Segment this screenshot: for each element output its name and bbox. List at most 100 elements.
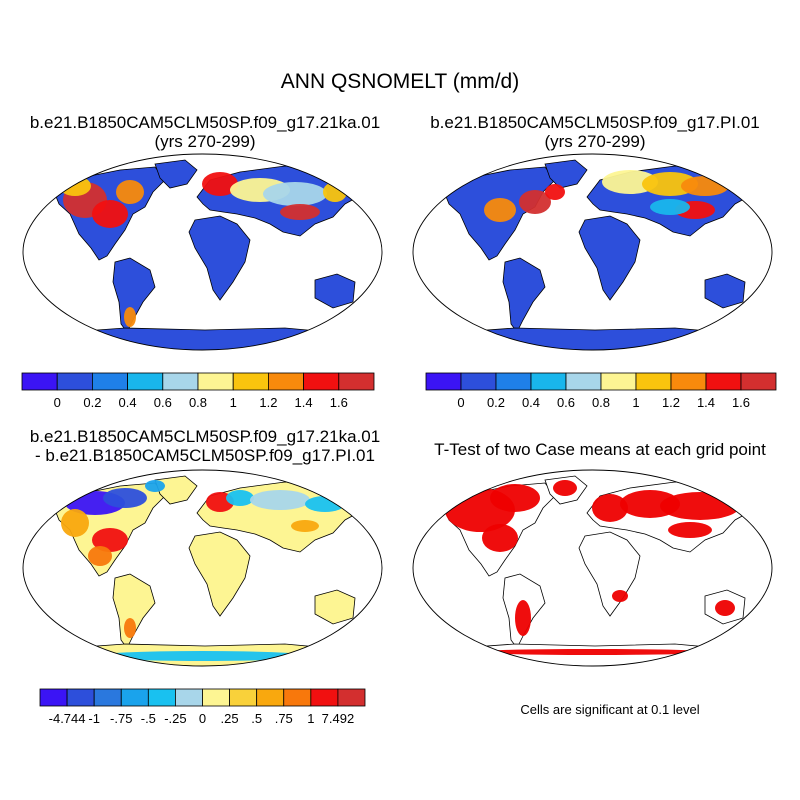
panel-title-ttest: T-Test of two Case means at each grid po…: [400, 440, 800, 459]
colorbar-case1-swatch-5: [162, 372, 199, 391]
case1-melt-region-2: [92, 200, 128, 228]
diff-melt-region-2: [103, 488, 147, 508]
ttest-melt-region-2: [490, 484, 540, 512]
map-case1: [22, 153, 383, 351]
colorbar-diff-label-1: -4.744: [49, 711, 86, 726]
colorbar-case2: 0 0.2 0.4 0.6 0.8 1 1.2 1.4 1.6: [425, 372, 777, 410]
case1-land-antarctica: [68, 327, 342, 350]
colorbar-diff-swatch-7: [202, 688, 230, 707]
ttest-melt-region-9: [515, 600, 531, 636]
colorbar-diff-label-6: 0: [199, 711, 206, 726]
colorbar-case2-label-1: 0: [457, 395, 464, 410]
colorbar-case2-swatch-4: [530, 372, 567, 391]
ttest-melt-region-5: [592, 494, 628, 522]
colorbar-diff-swatch-1: [39, 688, 68, 707]
colorbar-case1-swatch-10: [338, 372, 375, 391]
colorbar-diff-swatch-3: [93, 688, 122, 707]
map-diff: [22, 469, 383, 667]
panel-title-ttest-line1: T-Test of two Case means at each grid po…: [434, 440, 766, 459]
ttest-melt-region-3: [482, 524, 518, 552]
panel-title-case2: b.e21.B1850CAM5CLM50SP.f09_g17.PI.01 (yr…: [400, 113, 790, 151]
colorbar-case2-label-8: 1.4: [697, 395, 715, 410]
diff-land-australia: [314, 589, 356, 625]
case2-frame: [412, 153, 773, 351]
colorbar-case1-label-8: 1.4: [295, 395, 313, 410]
panel-title-case2-line1: b.e21.B1850CAM5CLM50SP.f09_g17.PI.01: [430, 113, 760, 132]
diff-melt-region-5: [88, 546, 112, 566]
case2-melt-region-3: [519, 190, 551, 214]
colorbar-case1-label-2: 0.2: [83, 395, 101, 410]
colorbar-case1-swatch-2: [56, 372, 93, 391]
colorbar-case2-label-6: 1: [632, 395, 639, 410]
case1-melt-region-4: [116, 180, 144, 204]
case1-melt-region-10: [124, 307, 136, 327]
colorbar-diff-label-3: -.75: [110, 711, 132, 726]
diff-melt-region-6: [145, 480, 165, 492]
case1-melt-region-8: [280, 204, 320, 220]
colorbar-case2-label-2: 0.2: [487, 395, 505, 410]
ttest-melt-region-8: [668, 522, 712, 538]
colorbar-case1-label-1: 0: [54, 395, 61, 410]
colorbar-diff-label-11: 7.492: [322, 711, 355, 726]
case1-frame: [22, 153, 383, 351]
colorbar-diff-label-8: .5: [251, 711, 262, 726]
diff-melt-region-11: [291, 520, 319, 532]
colorbar-case2-swatch-5: [565, 372, 602, 391]
colorbar-diff: -4.744 -1 -.75 -.5 -.25 0 .25 .5 .75 1 7.492: [39, 688, 366, 726]
colorbar-case1-swatch-4: [127, 372, 164, 391]
colorbar-case1-swatch-7: [232, 372, 269, 391]
ttest-land-antarctica: [458, 643, 732, 666]
case2-land-africa: [578, 215, 641, 301]
colorbar-diff-label-9: .75: [275, 711, 293, 726]
colorbar-case2-swatch-1: [425, 372, 462, 391]
colorbar-case2-swatch-9: [705, 372, 742, 391]
colorbar-case2-swatch-7: [635, 372, 672, 391]
map-case2: [412, 153, 773, 351]
colorbar-diff-swatch-11: [310, 688, 339, 707]
ttest-melt-region-10: [612, 590, 628, 602]
case1-melt-region-7: [263, 182, 327, 206]
diff-land-africa: [188, 531, 251, 617]
case2-melt-region-4: [545, 184, 565, 200]
colorbar-diff-swatch-12: [337, 688, 366, 707]
case1-melt-region-9: [323, 182, 347, 202]
case2-land-antarctica: [458, 327, 732, 350]
colorbar-case2-swatch-3: [495, 372, 532, 391]
colorbar-case1-label-6: 1: [230, 395, 237, 410]
case2-land-south-america: [502, 257, 546, 333]
ttest-melt-region-11: [715, 600, 735, 616]
diff-melt-region-3: [61, 509, 89, 537]
colorbar-case2-swatch-8: [670, 372, 707, 391]
colorbar-diff-swatch-8: [229, 688, 258, 707]
colorbar-diff-swatch-9: [256, 688, 285, 707]
colorbar-diff-swatch-10: [283, 688, 312, 707]
case2-melt-region-9: [650, 199, 690, 215]
diff-land-greenland: [154, 475, 198, 505]
case1-land-australia: [314, 273, 356, 309]
ttest-frame: [412, 469, 773, 667]
diff-melt-region-9: [250, 490, 310, 510]
colorbar-case2-swatch-6: [600, 372, 637, 391]
colorbar-case1-label-7: 1.2: [259, 395, 277, 410]
diff-melt-region-10: [305, 496, 345, 512]
colorbar-diff-label-4: -.5: [141, 711, 156, 726]
panel-title-case1-line2: (yrs 270-299): [154, 132, 256, 151]
diff-melt-region-4: [92, 528, 128, 552]
colorbar-diff-label-10: 1: [307, 711, 314, 726]
colorbar-diff-label-2: -1: [88, 711, 100, 726]
colorbar-case2-label-9: 1.6: [732, 395, 750, 410]
panel-title-case1: b.e21.B1850CAM5CLM50SP.f09_g17.21ka.01 (…: [10, 113, 400, 151]
map-ttest: [412, 469, 773, 667]
colorbar-diff-swatch-5: [147, 688, 176, 707]
colorbar-case2-label-7: 1.2: [662, 395, 680, 410]
colorbar-case2-label-3: 0.4: [522, 395, 540, 410]
colorbar-diff-swatch-2: [66, 688, 95, 707]
case2-land-greenland: [544, 159, 588, 189]
panel-title-diff: b.e21.B1850CAM5CLM50SP.f09_g17.21ka.01 -…: [10, 427, 400, 465]
colorbar-case2-swatch-2: [460, 372, 497, 391]
colorbar-case1-swatch-9: [303, 372, 340, 391]
case1-melt-region-5: [202, 172, 238, 196]
diff-frame: [22, 469, 383, 667]
figure-title: ANN QSNOMELT (mm/d): [280, 70, 520, 93]
colorbar-case1-label-9: 1.6: [330, 395, 348, 410]
